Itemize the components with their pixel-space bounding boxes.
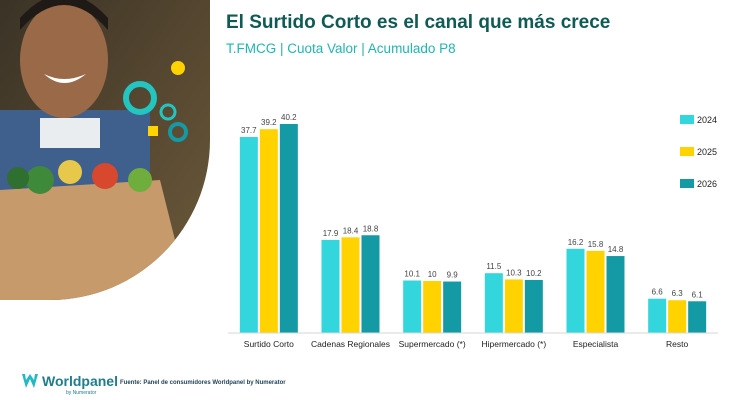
bar-2024 xyxy=(484,273,503,333)
hero-photo xyxy=(0,0,210,300)
category-label: Supermercado (*) xyxy=(399,339,466,349)
category-label: Especialista xyxy=(573,339,619,349)
bar-2024 xyxy=(239,136,258,333)
page-subtitle: T.FMCG | Cuota Valor | Acumulado P8 xyxy=(226,41,456,56)
data-label: 18.8 xyxy=(363,224,379,233)
data-label: 6.3 xyxy=(672,289,684,298)
logo-icon xyxy=(22,374,38,388)
data-label: 14.8 xyxy=(608,245,624,254)
data-label: 6.1 xyxy=(692,290,704,299)
legend-label: 2025 xyxy=(697,147,717,157)
bar-2025 xyxy=(504,279,523,333)
data-label: 10 xyxy=(428,270,437,279)
category-label: Resto xyxy=(666,339,688,349)
category-label: Cadenas Regionales xyxy=(311,339,390,349)
data-label: 6.6 xyxy=(652,288,664,297)
bar-2026 xyxy=(361,235,380,333)
bar-2025 xyxy=(341,237,360,333)
data-label: 15.8 xyxy=(588,240,604,249)
data-label: 37.7 xyxy=(241,126,257,135)
category-label: Surtido Corto xyxy=(244,339,294,349)
legend-swatch xyxy=(680,179,694,188)
page-title: El Surtido Corto es el canal que más cre… xyxy=(226,12,611,33)
data-label: 9.9 xyxy=(447,271,459,280)
data-label: 10.2 xyxy=(526,269,542,278)
bar-2026 xyxy=(688,301,707,333)
data-label: 40.2 xyxy=(281,113,297,122)
legend-swatch xyxy=(680,147,694,156)
bar-2026 xyxy=(606,256,625,333)
bar-2024 xyxy=(566,248,585,333)
bar-2025 xyxy=(668,300,687,333)
worldpanel-logo: Worldpanel by Numerator xyxy=(22,373,118,396)
data-label: 16.2 xyxy=(568,238,584,247)
logo-name: Worldpanel xyxy=(42,373,118,389)
legend-swatch xyxy=(680,115,694,124)
source-note: Fuente: Panel de consumidores Worldpanel… xyxy=(120,380,286,386)
category-label: Hipermercado (*) xyxy=(481,339,546,349)
legend-label: 2026 xyxy=(697,179,717,189)
bar-2026 xyxy=(279,124,298,333)
bar-2024 xyxy=(403,280,422,333)
bar-2024 xyxy=(321,239,340,333)
bar-2024 xyxy=(648,298,667,333)
bar-2026 xyxy=(524,279,543,333)
bar-2026 xyxy=(443,281,462,333)
data-label: 18.4 xyxy=(343,226,359,235)
legend-label: 2024 xyxy=(697,115,717,125)
bar-2025 xyxy=(423,281,442,333)
data-label: 11.5 xyxy=(486,262,502,271)
data-label: 10.3 xyxy=(506,268,522,277)
data-label: 17.9 xyxy=(323,229,339,238)
data-label: 10.1 xyxy=(404,269,420,278)
bar-2025 xyxy=(586,250,605,333)
bar-2025 xyxy=(259,129,278,333)
logo-sub: by Numerator xyxy=(66,390,97,396)
data-label: 39.2 xyxy=(261,118,277,127)
